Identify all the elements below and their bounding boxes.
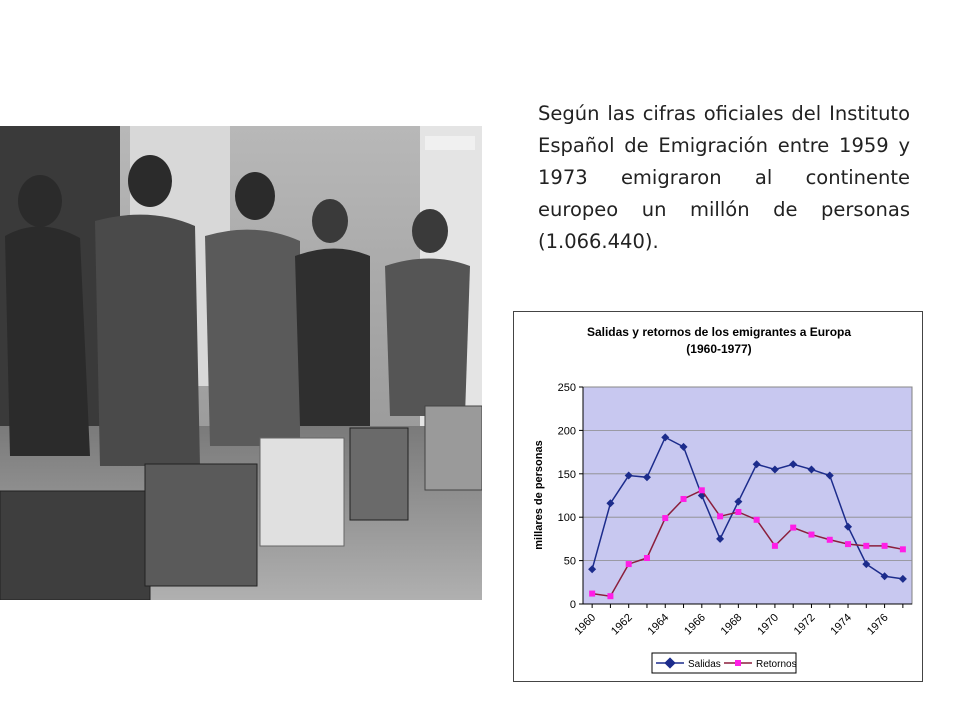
data-point-retornos: [589, 590, 596, 597]
data-point-salidas: [752, 460, 761, 469]
data-point-retornos: [863, 542, 870, 549]
x-tick-label: 1966: [682, 612, 708, 638]
data-point-retornos: [662, 515, 669, 522]
plot-area: [582, 386, 913, 605]
legend-retornos-marker: [735, 660, 741, 666]
data-point-retornos: [771, 542, 778, 549]
data-point-retornos: [625, 561, 632, 568]
x-tick-label: 1964: [646, 612, 672, 638]
x-tick-label: 1960: [572, 612, 598, 638]
y-axis-label: millares de personas: [533, 440, 545, 549]
y-tick-label: 250: [558, 382, 576, 394]
data-point-salidas: [624, 471, 633, 480]
emigration-line-chart: Salidas y retornos de los emigrantes a E…: [533, 325, 913, 674]
y-tick-label: 0: [570, 599, 576, 611]
data-point-salidas: [588, 565, 597, 574]
data-point-salidas: [880, 572, 889, 581]
data-point-salidas: [844, 522, 853, 531]
data-point-retornos: [881, 542, 888, 549]
series-line-retornos: [592, 489, 904, 598]
legend: Salidas Retornos: [651, 652, 797, 674]
x-tick-label: 1976: [865, 612, 891, 638]
data-point-salidas: [606, 499, 615, 508]
chart-subtitle: (1960-1977): [686, 342, 751, 356]
data-point-salidas: [642, 473, 651, 482]
x-tick-label: 1970: [755, 612, 781, 638]
data-point-retornos: [735, 508, 742, 515]
data-point-salidas: [661, 433, 670, 442]
y-tick-label: 150: [558, 469, 576, 481]
data-point-salidas: [679, 442, 688, 451]
data-point-salidas: [807, 465, 816, 474]
x-tick-label: 1972: [792, 612, 818, 638]
y-tick-label: 100: [558, 512, 576, 524]
x-tick-label: 1974: [828, 612, 854, 638]
caption-text: Según las cifras oficiales del Instituto…: [538, 102, 910, 253]
data-point-salidas: [789, 460, 798, 469]
data-point-retornos: [845, 541, 852, 548]
legend-retornos-label: Retornos: [756, 659, 797, 670]
x-tick-label: 1962: [609, 612, 635, 638]
data-point-retornos: [607, 593, 614, 600]
y-tick-label: 200: [558, 425, 576, 437]
data-point-salidas: [862, 560, 871, 569]
legend-salidas-marker: [664, 657, 676, 669]
chart-title: Salidas y retornos de los emigrantes a E…: [587, 325, 851, 339]
emigrants-photo: [0, 126, 483, 601]
data-point-salidas: [734, 497, 743, 506]
data-point-retornos: [826, 536, 833, 543]
legend-salidas-label: Salidas: [688, 659, 721, 670]
data-point-salidas: [716, 534, 725, 543]
x-tick-label: 1968: [719, 612, 745, 638]
data-point-retornos: [680, 495, 687, 502]
data-point-salidas: [898, 574, 907, 583]
data-point-retornos: [717, 513, 724, 520]
data-point-retornos: [643, 554, 650, 561]
y-tick-label: 50: [564, 556, 576, 568]
data-point-retornos: [899, 546, 906, 553]
data-point-salidas: [825, 471, 834, 480]
data-point-salidas: [770, 465, 779, 474]
data-point-retornos: [808, 531, 815, 538]
data-point-retornos: [753, 516, 760, 523]
chart-frame: Salidas y retornos de los emigrantes a E…: [513, 311, 923, 682]
data-point-retornos: [790, 524, 797, 531]
data-point-retornos: [698, 487, 705, 494]
